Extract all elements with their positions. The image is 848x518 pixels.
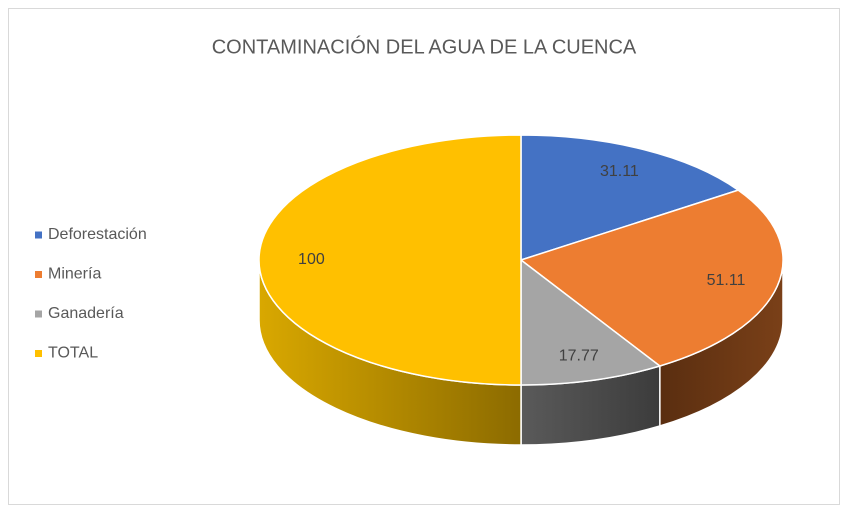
data-label: 17.77 bbox=[559, 347, 599, 364]
data-label: 51.11 bbox=[707, 272, 746, 289]
pie-slice bbox=[519, 189, 784, 367]
data-label: 100 bbox=[298, 251, 325, 268]
pie: 31.11 51.11 17.77 100 bbox=[258, 134, 784, 446]
data-label: 31.11 bbox=[600, 163, 639, 180]
legend-label: Minería bbox=[48, 266, 101, 283]
pie-slice bbox=[520, 134, 740, 262]
legend-swatch bbox=[35, 231, 42, 239]
legend-label: TOTAL bbox=[48, 345, 98, 362]
legend: Deforestación Minería Ganadería TOTAL bbox=[35, 226, 147, 362]
legend-swatch bbox=[35, 310, 42, 318]
legend-swatch bbox=[35, 350, 42, 357]
pie-slice bbox=[258, 134, 522, 386]
legend-swatch bbox=[35, 271, 42, 278]
legend-label: Deforestación bbox=[48, 226, 147, 243]
chart-title: CONTAMINACIÓN DEL AGUA DE LA CUENCA bbox=[212, 35, 637, 58]
pie-slice bbox=[520, 258, 662, 386]
legend-label: Ganadería bbox=[48, 305, 124, 322]
